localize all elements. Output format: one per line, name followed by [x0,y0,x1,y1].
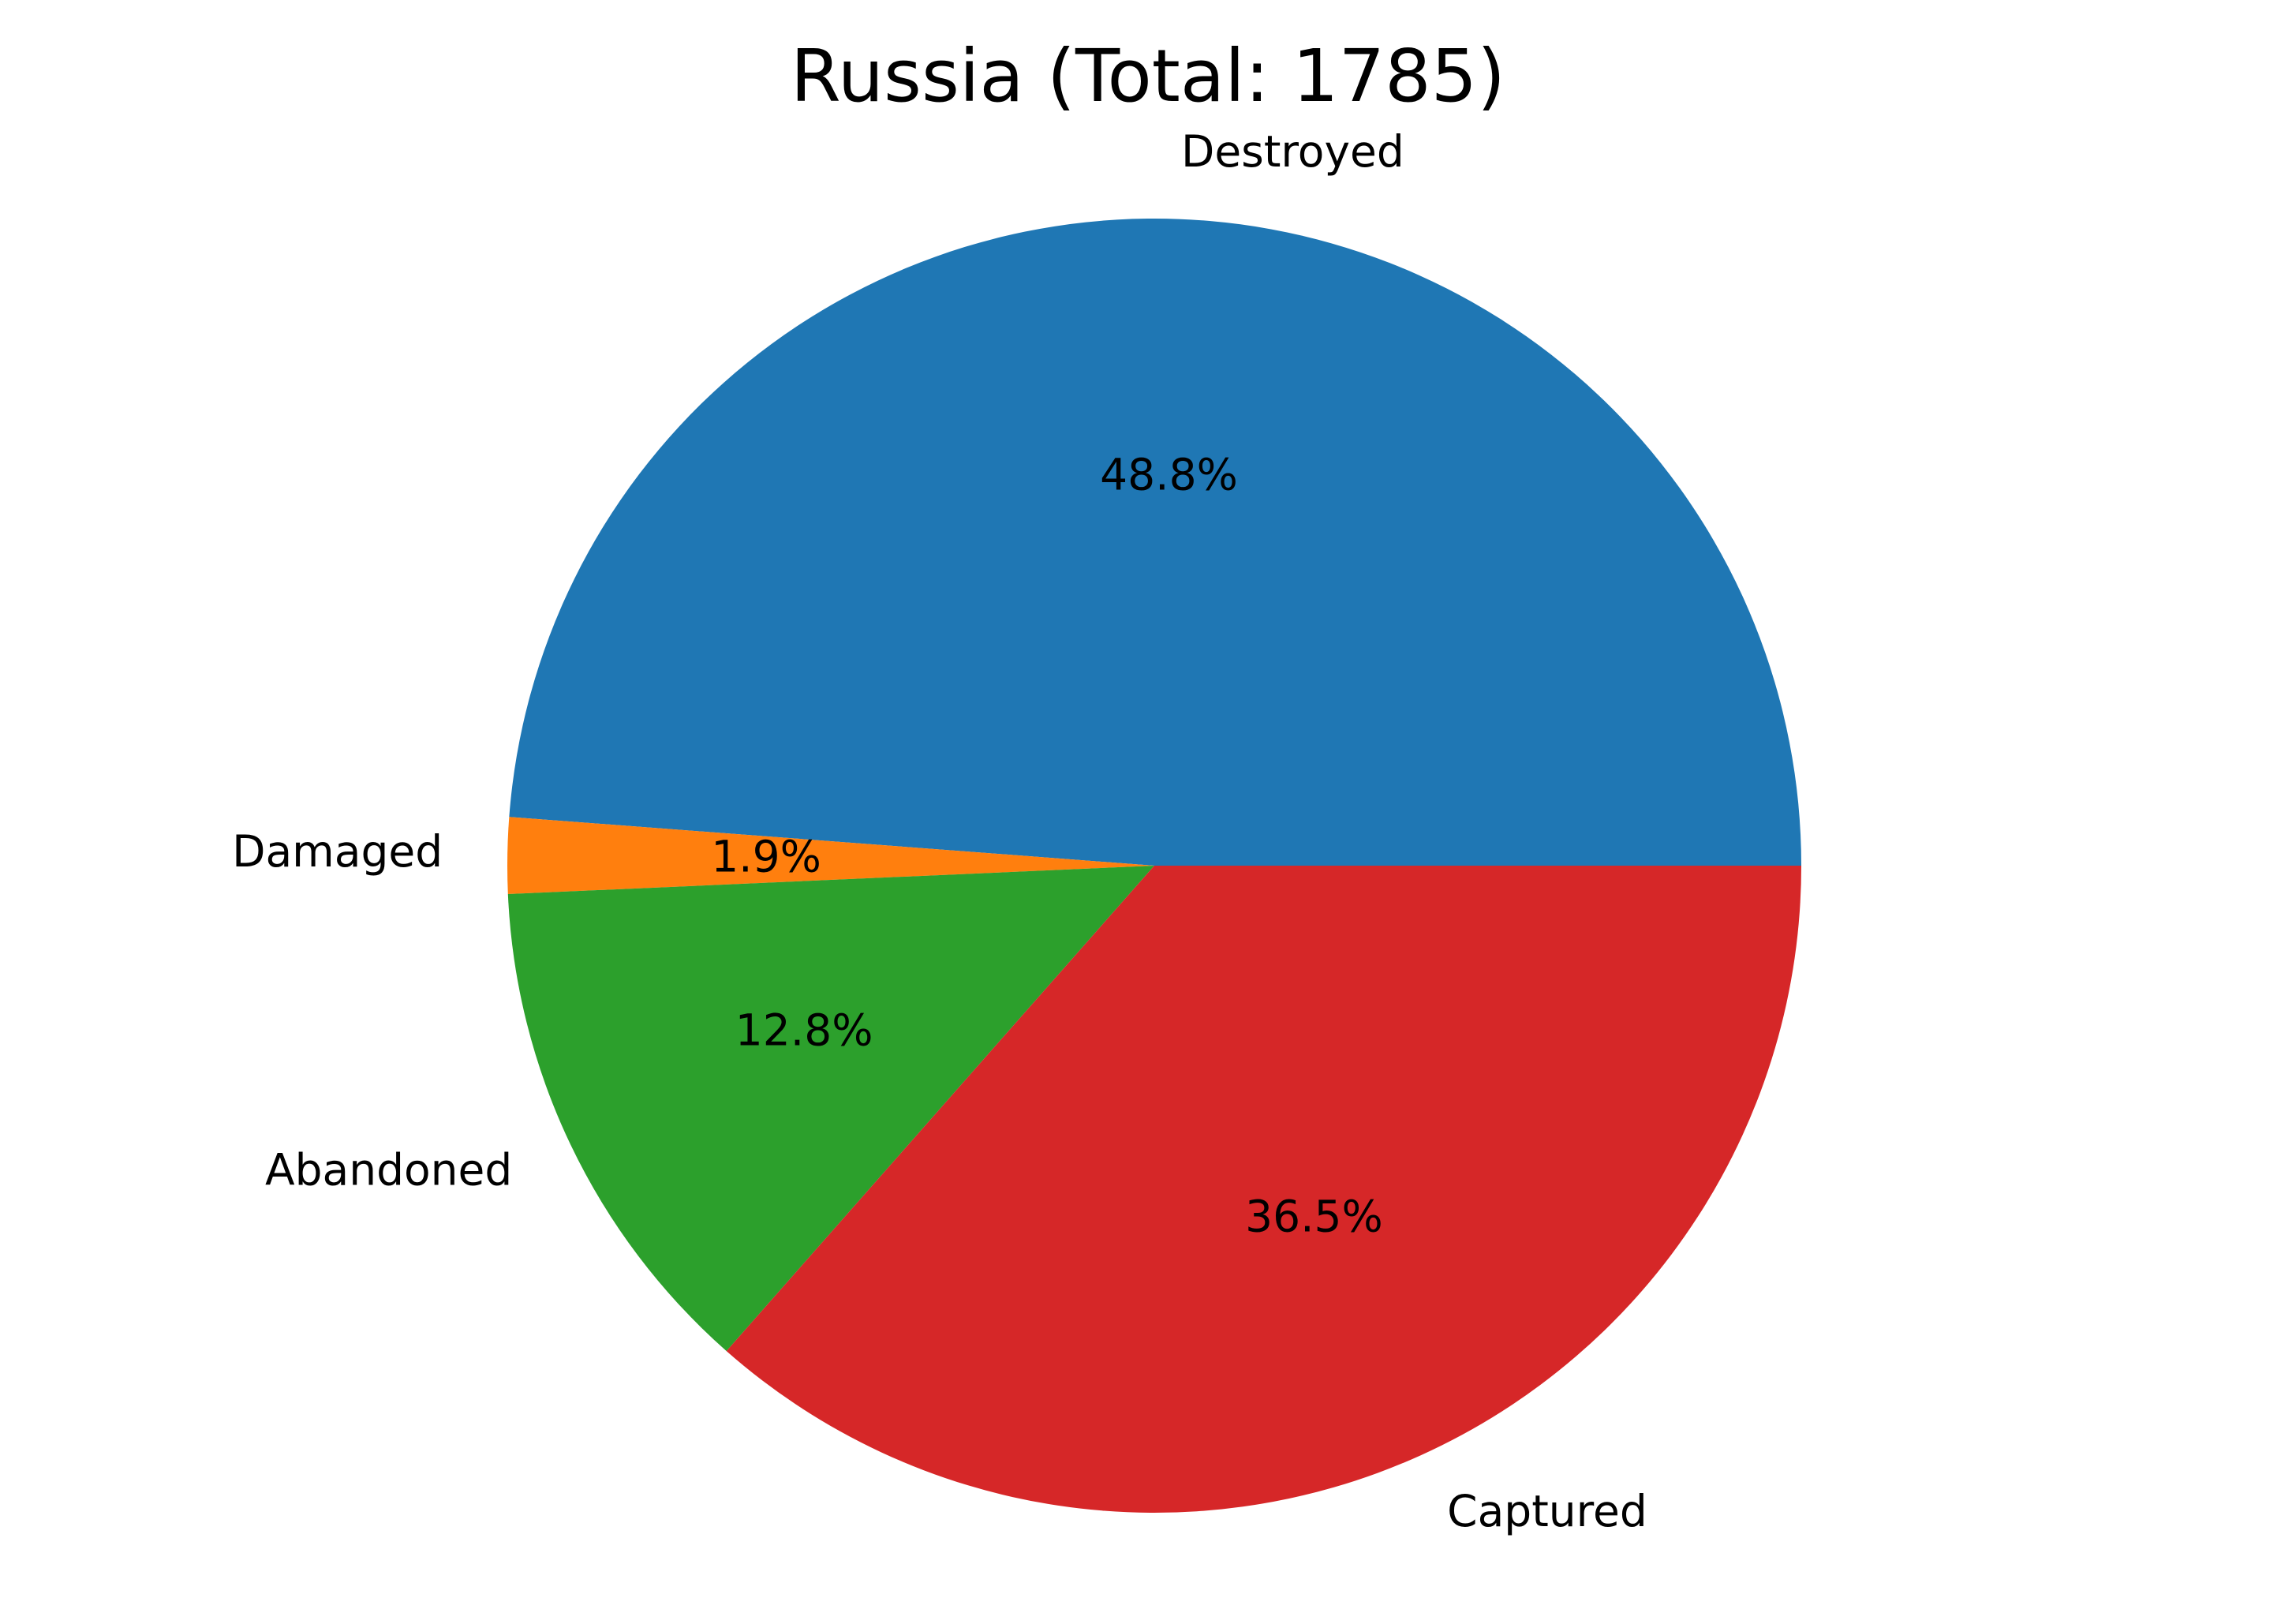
slice-labels: Destroyed Damaged Abandoned Captured [232,126,1647,1536]
pie-slice-captured [726,866,1801,1513]
chart-title: Russia (Total: 1785) [791,34,1505,118]
percent-label-abandoned: 12.8% [735,1005,873,1055]
slice-label-captured: Captured [1447,1486,1647,1536]
pie-slice-damaged [507,817,1154,895]
pie-slices [507,219,1801,1513]
slice-label-abandoned: Abandoned [265,1144,512,1195]
pie-slice-destroyed [509,219,1801,866]
percent-label-destroyed: 48.8% [1100,449,1238,500]
percent-labels: 48.8% 1.9% 12.8% 36.5% [711,449,1383,1241]
pie-slice-abandoned [507,866,1154,1352]
percent-label-captured: 36.5% [1245,1192,1383,1242]
percent-label-damaged: 1.9% [711,831,821,881]
slice-label-destroyed: Destroyed [1181,126,1404,177]
slice-label-damaged: Damaged [232,826,443,877]
